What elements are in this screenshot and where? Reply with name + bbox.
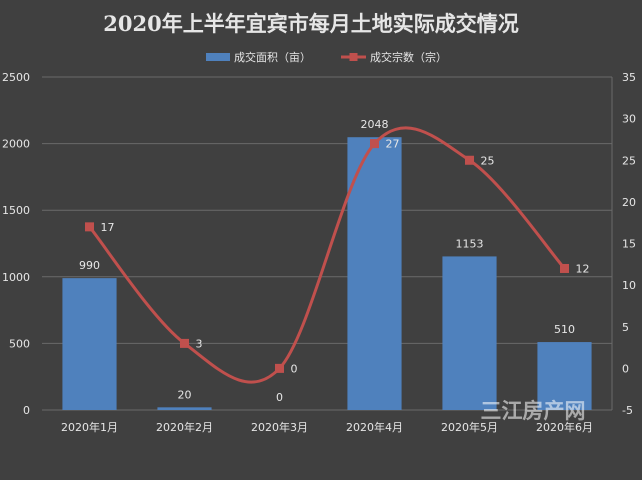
y-right-tick-label: 10 <box>622 279 636 292</box>
axes: 05001000150020002500-5051015202530352020… <box>2 71 636 434</box>
y-right-tick-label: 0 <box>622 362 629 375</box>
y-left-tick-label: 1000 <box>2 271 30 284</box>
gridlines <box>42 76 612 411</box>
y-left-tick-label: 0 <box>23 404 30 417</box>
line-value-label: 0 <box>291 362 298 375</box>
line-marker <box>370 139 379 149</box>
legend: 成交面积（亩） 成交宗数（宗） <box>206 50 447 64</box>
watermark-text: 三江房产网 <box>481 399 586 423</box>
y-right-tick-label: -5 <box>622 404 633 417</box>
bar-value-label: 510 <box>554 323 575 336</box>
legend-line-marker <box>349 53 358 61</box>
y-left-tick-label: 500 <box>9 337 30 350</box>
line-marker <box>85 222 94 232</box>
chart-title: 2020年上半年宜宾市每月土地实际成交情况 <box>103 11 518 36</box>
y-left-tick-label: 1500 <box>2 204 30 217</box>
y-right-tick-label: 25 <box>622 154 636 167</box>
line-marker <box>560 263 569 273</box>
bar <box>347 137 402 410</box>
bar-value-label: 0 <box>276 391 283 404</box>
x-tick-label: 2020年6月 <box>536 420 593 434</box>
line-value-label: 12 <box>576 262 590 275</box>
bar-value-label: 2048 <box>361 118 389 131</box>
line-marker <box>275 363 284 373</box>
line-marker <box>465 155 474 165</box>
line-series <box>85 126 569 384</box>
y-right-tick-label: 30 <box>622 113 636 126</box>
y-right-tick-label: 15 <box>622 238 636 251</box>
x-tick-label: 2020年1月 <box>61 420 118 434</box>
x-tick-label: 2020年3月 <box>251 420 308 434</box>
data-labels: 990 20 0 2048 1153 510 17 3 0 27 25 12 <box>79 118 590 404</box>
legend-line-label: 成交宗数（宗） <box>370 50 447 64</box>
y-left-tick-label: 2000 <box>2 138 30 151</box>
y-right-tick-label: 35 <box>622 71 636 84</box>
line-marker <box>180 338 189 348</box>
legend-bar-label: 成交面积（亩） <box>234 50 311 64</box>
y-right-tick-label: 5 <box>622 321 629 334</box>
x-tick-label: 2020年2月 <box>156 420 213 434</box>
bar <box>157 407 212 410</box>
bar <box>442 256 497 410</box>
x-tick-label: 2020年4月 <box>346 420 403 434</box>
x-tick-label: 2020年5月 <box>441 420 498 434</box>
y-right-tick-label: 20 <box>622 196 636 209</box>
bar-value-label: 20 <box>178 388 192 401</box>
line-path <box>88 126 566 384</box>
bar <box>62 278 117 410</box>
line-value-label: 17 <box>101 221 115 234</box>
bar-value-label: 1153 <box>456 237 484 250</box>
line-value-label: 27 <box>386 138 400 151</box>
line-value-label: 25 <box>481 154 495 167</box>
legend-bar-swatch <box>206 53 230 61</box>
bar <box>537 342 592 410</box>
y-left-tick-label: 2500 <box>2 71 30 84</box>
line-value-label: 3 <box>196 337 203 350</box>
bar-value-label: 990 <box>79 259 100 272</box>
bar-series <box>62 137 592 410</box>
